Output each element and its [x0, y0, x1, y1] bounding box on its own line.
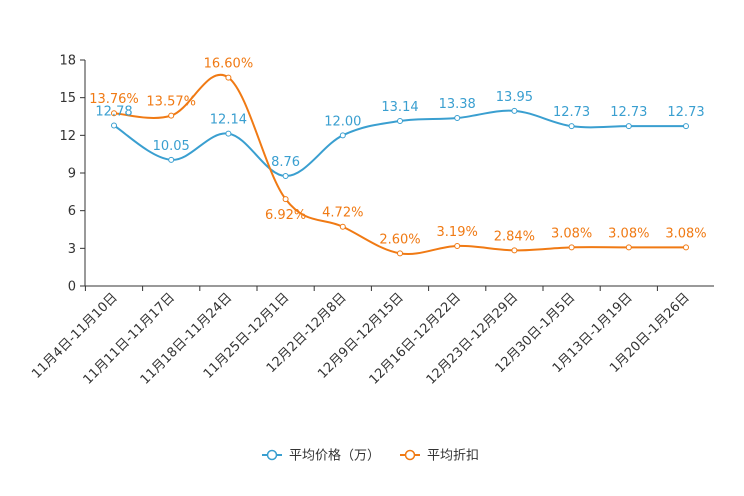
data-label-discount: 3.08% — [608, 226, 649, 241]
data-label-discount: 13.57% — [146, 95, 196, 110]
y-tick-label: 9 — [68, 167, 76, 182]
data-label-discount: 3.08% — [665, 226, 706, 241]
series-line-discount — [113, 73, 686, 256]
data-point-price[interactable] — [168, 156, 175, 163]
data-point-discount[interactable] — [225, 74, 232, 81]
data-point-price[interactable] — [111, 122, 117, 129]
data-label-discount: 3.19% — [437, 225, 478, 240]
series-line-price — [113, 109, 686, 178]
data-point-discount[interactable] — [339, 223, 346, 230]
data-point-discount[interactable] — [568, 244, 575, 251]
data-label-discount: 3.08% — [551, 226, 592, 241]
data-label-price: 13.14 — [381, 100, 418, 115]
data-point-discount[interactable] — [168, 112, 175, 119]
data-point-discount[interactable] — [454, 242, 461, 249]
data-point-discount[interactable] — [282, 196, 289, 203]
legend-marker-icon — [266, 449, 278, 461]
data-point-discount[interactable] — [397, 250, 403, 257]
y-tick-label: 12 — [59, 129, 76, 144]
legend-label: 平均价格（万） — [289, 448, 380, 464]
data-point-price[interactable] — [339, 132, 346, 139]
data-label-price: 8.76 — [271, 155, 300, 170]
legend-marker-icon — [404, 449, 416, 461]
data-point-price[interactable] — [511, 107, 518, 114]
data-label-price: 12.78 — [95, 105, 132, 120]
data-point-price[interactable] — [225, 130, 232, 137]
series-lines — [113, 73, 686, 256]
y-tick-label: 3 — [68, 242, 76, 257]
data-point-price[interactable] — [568, 123, 575, 130]
data-label-price: 12.73 — [610, 105, 647, 120]
series-labels: 12.78 10.05 12.14 8.76 12.00 13.14 13.38 13.95 1… — [89, 57, 706, 248]
data-label-discount: 4.72% — [322, 206, 363, 221]
data-label-discount: 16.60% — [204, 57, 254, 72]
y-tick-label: 18 — [59, 54, 76, 69]
data-label-discount: 6.92% — [265, 208, 306, 223]
legend-label: 平均折扣 — [427, 449, 479, 464]
y-tick-label: 15 — [59, 91, 76, 106]
legend[interactable]: 平均价格（万） 平均折扣 — [262, 448, 479, 464]
data-point-price[interactable] — [397, 118, 403, 125]
data-label-price: 13.95 — [496, 90, 533, 105]
data-point-price[interactable] — [625, 123, 632, 130]
legend-item-discount[interactable]: 平均折扣 — [400, 449, 479, 464]
data-label-price: 10.05 — [153, 139, 190, 154]
data-label-price: 12.14 — [210, 113, 247, 128]
series-points — [111, 74, 689, 257]
data-label-price: 12.00 — [324, 114, 361, 129]
data-label-discount: 2.60% — [379, 232, 420, 247]
data-point-discount[interactable] — [683, 244, 689, 251]
data-label-discount: 2.84% — [494, 229, 535, 244]
legend-item-price[interactable]: 平均价格（万） — [262, 448, 380, 464]
data-label-price: 12.73 — [667, 105, 704, 120]
data-point-discount[interactable] — [625, 244, 632, 251]
y-tick-label: 6 — [68, 204, 76, 219]
data-label-price: 13.38 — [439, 97, 476, 112]
data-point-price[interactable] — [454, 115, 461, 122]
data-label-price: 12.73 — [553, 105, 590, 120]
y-tick-label: 0 — [68, 280, 76, 295]
data-point-discount[interactable] — [511, 247, 518, 254]
data-point-price[interactable] — [683, 123, 689, 130]
data-point-discount[interactable] — [111, 110, 117, 117]
data-point-price[interactable] — [282, 173, 289, 180]
data-label-discount: 13.76% — [89, 92, 139, 107]
